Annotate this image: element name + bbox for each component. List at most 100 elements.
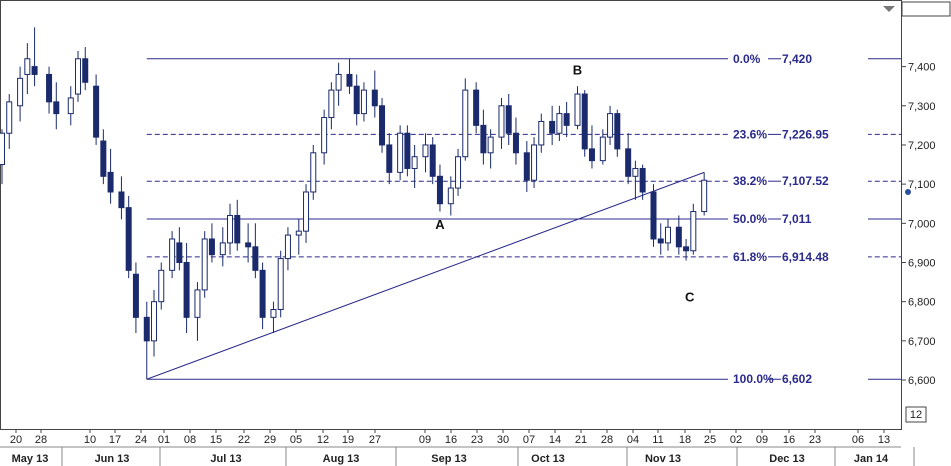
candle-body <box>245 242 252 248</box>
candle-body <box>581 93 588 150</box>
candle-body <box>252 246 259 271</box>
x-tick-label: 14 <box>549 434 561 446</box>
candle-body <box>455 156 462 189</box>
candle-body <box>462 89 469 158</box>
candle-body <box>632 167 639 177</box>
candle-body <box>538 120 545 146</box>
x-month-label: Jul 13 <box>210 453 241 465</box>
x-tick-label: 06 <box>852 434 864 446</box>
candle-body <box>523 152 530 181</box>
candle-body <box>158 269 165 303</box>
x-month-label: Aug 13 <box>323 453 360 465</box>
candle-body <box>24 58 31 75</box>
x-tick-label: 05 <box>290 434 302 446</box>
x-tick-label: 13 <box>878 434 890 446</box>
fib-value-label: 6,914.48 <box>782 250 829 264</box>
candle-body <box>53 101 60 115</box>
candle-body <box>82 58 89 83</box>
candle-body <box>588 148 595 162</box>
candle-body <box>675 226 682 248</box>
candle-body <box>487 136 494 154</box>
x-month-label: Jan 14 <box>854 453 889 465</box>
candle-body <box>436 175 443 205</box>
candle-body <box>46 73 53 103</box>
candle-body <box>379 105 386 146</box>
value-box: 12 <box>905 406 927 423</box>
candle-body <box>607 113 614 138</box>
candle-body <box>346 73 353 87</box>
candle-body <box>614 113 621 150</box>
candle-body <box>169 238 176 271</box>
candle-body <box>310 152 317 193</box>
candle-body <box>531 144 538 181</box>
candle-body <box>664 226 671 244</box>
y-tick-label: 6,800 <box>908 297 936 309</box>
candle-body <box>75 58 82 95</box>
x-axis: 20 28 10 17 24 01 08 15 22 29 05 12 19 27 09 16 23 30 07 14… <box>0 429 915 466</box>
candle-body <box>125 207 132 271</box>
x-tick-label: 10 <box>84 434 96 446</box>
candle-body <box>208 238 215 256</box>
y-tick-label: 7,300 <box>908 101 936 113</box>
candle-body <box>17 77 24 107</box>
fib-percent-label: 100.0% <box>733 372 774 386</box>
x-tick-label: 02 <box>730 434 742 446</box>
candle-body <box>100 140 107 177</box>
fib-label-background <box>728 211 868 227</box>
y-tick-label: 6,600 <box>908 375 936 387</box>
candle-body <box>107 171 114 193</box>
candle-body <box>176 242 183 263</box>
candle-body <box>625 148 632 177</box>
y-tick-label: 6,900 <box>908 257 936 269</box>
x-tick-label: 28 <box>601 434 613 446</box>
x-tick-label: 09 <box>756 434 768 446</box>
y-tick-label: 7,000 <box>908 218 936 230</box>
x-tick-label: 21 <box>575 434 587 446</box>
candle-body <box>118 191 125 209</box>
fib-value-label: 7,107.52 <box>782 174 829 188</box>
fib-percent-label: 0.0% <box>733 52 761 66</box>
candle-body <box>639 167 646 193</box>
candle-body <box>599 136 606 162</box>
candle-body <box>93 85 100 138</box>
candle-body <box>234 214 241 244</box>
x-tick-label: 17 <box>109 434 121 446</box>
last-price-marker <box>905 188 911 195</box>
candle-body <box>690 211 697 252</box>
y-tick-label: 7,400 <box>908 62 936 74</box>
candle-body <box>259 269 266 318</box>
x-tick-label: 18 <box>679 434 691 446</box>
x-month-label: Sep 13 <box>431 453 466 465</box>
x-tick-label: 04 <box>627 434 639 446</box>
candle-body <box>650 191 657 240</box>
value-box-label: 12 <box>910 409 922 421</box>
candle-body <box>556 113 563 134</box>
y-tick-label: 7,100 <box>908 179 936 191</box>
value-box-frame <box>905 406 927 423</box>
wave-label: B <box>573 62 582 77</box>
triangle-icon[interactable] <box>883 6 895 12</box>
wave-label: C <box>685 290 695 305</box>
fib-percent-label: 23.6% <box>733 127 767 141</box>
candle-body <box>0 132 5 166</box>
candle-body <box>512 132 519 154</box>
fib-label-background <box>728 248 868 264</box>
candle-body <box>683 246 690 252</box>
x-tick-label: 23 <box>471 434 483 446</box>
fib-label-background <box>728 371 868 387</box>
x-tick-label: 25 <box>704 434 716 446</box>
candle-body <box>335 73 342 91</box>
x-tick-label: 24 <box>135 434 147 446</box>
fib-value-label: 7,011 <box>782 212 812 226</box>
x-tick-label: 22 <box>238 434 250 446</box>
candle-body <box>701 179 708 213</box>
candle-body <box>194 289 201 318</box>
candle-body <box>549 120 556 134</box>
fib-label-background <box>728 126 868 142</box>
candle-body <box>404 132 411 169</box>
plot-area: 0.0% 7,420 23.6% 7,226.95 38.2% 7,107.52 50.0%… <box>0 0 902 430</box>
candle-body <box>201 238 208 291</box>
x-month-label: Oct 13 <box>531 453 565 465</box>
candle-body <box>151 301 158 342</box>
